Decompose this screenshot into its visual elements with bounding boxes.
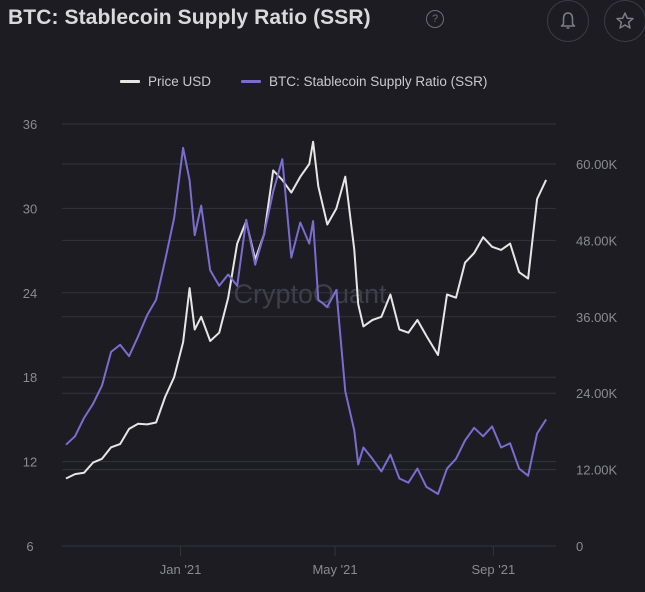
- legend-label-price: Price USD: [148, 74, 212, 89]
- x-axis: Jan '21 May '21 Sep '21: [160, 546, 515, 577]
- alert-button[interactable]: [547, 0, 589, 42]
- series-lines: [65, 140, 548, 495]
- y-right-tick-label: 0: [576, 539, 583, 554]
- y-left-tick-label: 36: [23, 117, 37, 132]
- y-right-tick-label: 36.00K: [576, 310, 618, 325]
- star-icon: [616, 12, 634, 29]
- y-right-tick-label: 12.00K: [576, 463, 618, 478]
- y-left-tick-label: 12: [23, 455, 37, 470]
- legend-item-price[interactable]: Price USD: [120, 74, 211, 89]
- y-left-tick-label: 24: [23, 286, 37, 301]
- y-right-tick-label: 60.00K: [576, 157, 618, 172]
- y-right-tick-label: 24.00K: [576, 386, 618, 401]
- y-axis-left: 36 30 24 18 12 6: [23, 117, 37, 554]
- chart-header: BTC: Stablecoin Supply Ratio (SSR) ?: [0, 0, 645, 48]
- y-left-tick-label: 30: [23, 201, 37, 216]
- y-axis-right: 60.00K 48.00K 36.00K 24.00K 12.00K 0: [576, 157, 618, 554]
- chart-title: BTC: Stablecoin Supply Ratio (SSR): [8, 6, 371, 29]
- y-right-tick-label: 48.00K: [576, 233, 618, 248]
- help-icon[interactable]: ?: [426, 10, 444, 28]
- bell-icon: [560, 12, 576, 29]
- ssr-line: [65, 146, 547, 495]
- legend-swatch-price: [120, 80, 140, 83]
- y-left-tick-label: 18: [23, 370, 37, 385]
- legend-swatch-ssr: [241, 80, 261, 83]
- legend-label-ssr: BTC: Stablecoin Supply Ratio (SSR): [269, 74, 488, 89]
- watermark: CryptoQuant: [233, 279, 387, 309]
- legend-item-ssr[interactable]: BTC: Stablecoin Supply Ratio (SSR): [241, 74, 487, 89]
- x-tick-label: Sep '21: [472, 562, 516, 577]
- favorite-button[interactable]: [604, 0, 645, 42]
- y-left-tick-label: 6: [26, 539, 33, 554]
- x-tick-label: Jan '21: [160, 562, 202, 577]
- gridlines: [62, 123, 556, 547]
- chart-legend: Price USD BTC: Stablecoin Supply Ratio (…: [0, 74, 645, 92]
- x-tick-label: May '21: [312, 562, 357, 577]
